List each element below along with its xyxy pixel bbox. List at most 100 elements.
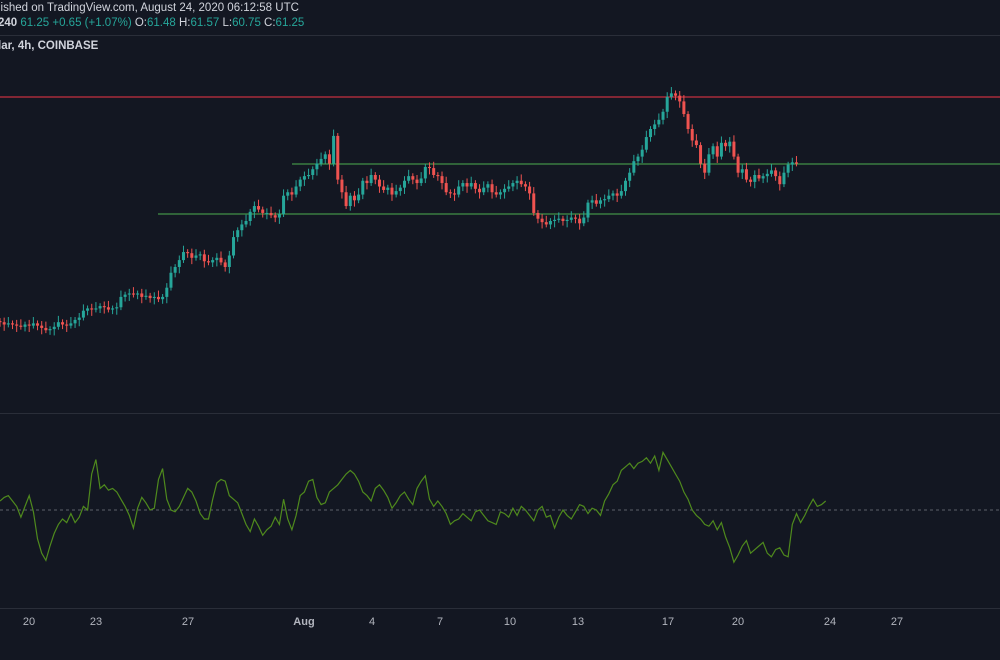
candle-body (607, 195, 611, 200)
candle-body (219, 257, 223, 263)
candle-body (457, 186, 461, 195)
candle-body (736, 156, 740, 173)
header-divider (0, 35, 1000, 36)
candle-body (332, 135, 336, 164)
close-label: C: (264, 17, 276, 29)
open-value: 61.48 (147, 17, 176, 29)
candle-body (503, 188, 507, 193)
candle-body (649, 129, 653, 138)
candle-body (415, 179, 419, 184)
candle-body (302, 176, 306, 180)
candle-body (244, 221, 248, 225)
open-label: O: (134, 17, 147, 29)
candle-body (724, 142, 728, 147)
candle-body (657, 119, 661, 125)
candle-body (286, 192, 290, 196)
candle-body (377, 179, 381, 187)
candle-body (699, 145, 703, 164)
candle-body (223, 262, 227, 267)
candle-body (448, 192, 452, 194)
candle-body (640, 149, 644, 157)
candle-body (202, 254, 206, 262)
candle-body (707, 154, 711, 173)
candle-body (419, 178, 423, 184)
candle-body (27, 324, 31, 326)
candle-body (73, 319, 77, 324)
candle-body (394, 191, 398, 195)
candle-body (211, 260, 215, 263)
candle-body (561, 218, 565, 221)
candle-body (590, 200, 594, 203)
candle-body (323, 154, 327, 159)
candle-body (553, 219, 557, 221)
time-axis-tick-label: 27 (891, 616, 903, 628)
time-axis-tick-label: 20 (23, 616, 35, 628)
candle-body (40, 325, 44, 328)
candle-body (432, 168, 436, 175)
candle-body (453, 193, 457, 195)
candle-body (361, 180, 365, 195)
candle-body (573, 217, 577, 219)
low-label: L: (222, 17, 233, 29)
candle-body (615, 193, 619, 196)
candle-body (790, 162, 794, 165)
candle-body (69, 323, 73, 326)
candle-body (227, 255, 231, 267)
candle-body (236, 230, 240, 238)
candle-body (528, 186, 532, 194)
candle-body (144, 295, 148, 297)
candle-body (344, 192, 348, 207)
time-axis-tick-label: 23 (90, 616, 102, 628)
candle-body (56, 322, 60, 327)
time-axis-tick-label: 7 (437, 616, 443, 628)
candle-body (519, 180, 523, 185)
candle-body (98, 306, 102, 309)
candle-body (2, 322, 6, 325)
candle-body (48, 329, 52, 331)
candle-body (611, 193, 615, 196)
candle-body (498, 192, 502, 195)
candle-body (298, 179, 302, 187)
time-axis-divider (0, 608, 1000, 609)
candle-body (407, 176, 411, 181)
candle-body (653, 124, 657, 129)
candle-body (140, 293, 144, 297)
candle-body (390, 187, 394, 195)
candle-body (348, 195, 352, 207)
candle-body (240, 224, 244, 231)
candle-body (77, 317, 81, 320)
candle-body (19, 325, 23, 327)
candle-body (548, 221, 552, 225)
candle-body (261, 209, 265, 213)
candle-body (181, 252, 185, 261)
candle-body (173, 267, 177, 273)
candle-body (578, 218, 582, 224)
candle-body (357, 194, 361, 201)
price-change: +0.65 (+1.07%) (52, 17, 132, 29)
candle-body (315, 163, 319, 170)
candle-body (603, 199, 607, 201)
candle-body (52, 326, 56, 330)
candle-body (111, 308, 115, 310)
candle-body (248, 211, 252, 221)
high-label: H: (178, 17, 191, 29)
interval-label: 240 (0, 17, 18, 29)
candle-body (86, 308, 90, 311)
time-axis-tick-label: 13 (572, 616, 584, 628)
candle-body (628, 172, 632, 181)
candle-body (382, 186, 386, 190)
candle-body (757, 175, 761, 179)
candle-body (461, 183, 465, 187)
candle-body (131, 293, 135, 295)
candle-body (674, 93, 678, 96)
candle-body (340, 179, 344, 193)
candle-body (486, 184, 490, 188)
candle-body (786, 164, 790, 173)
candle-body (744, 169, 748, 180)
candle-body (115, 307, 119, 309)
candle-body (423, 166, 427, 179)
candle-body (769, 170, 773, 174)
candle-body (81, 310, 85, 318)
candle-body (319, 158, 323, 164)
